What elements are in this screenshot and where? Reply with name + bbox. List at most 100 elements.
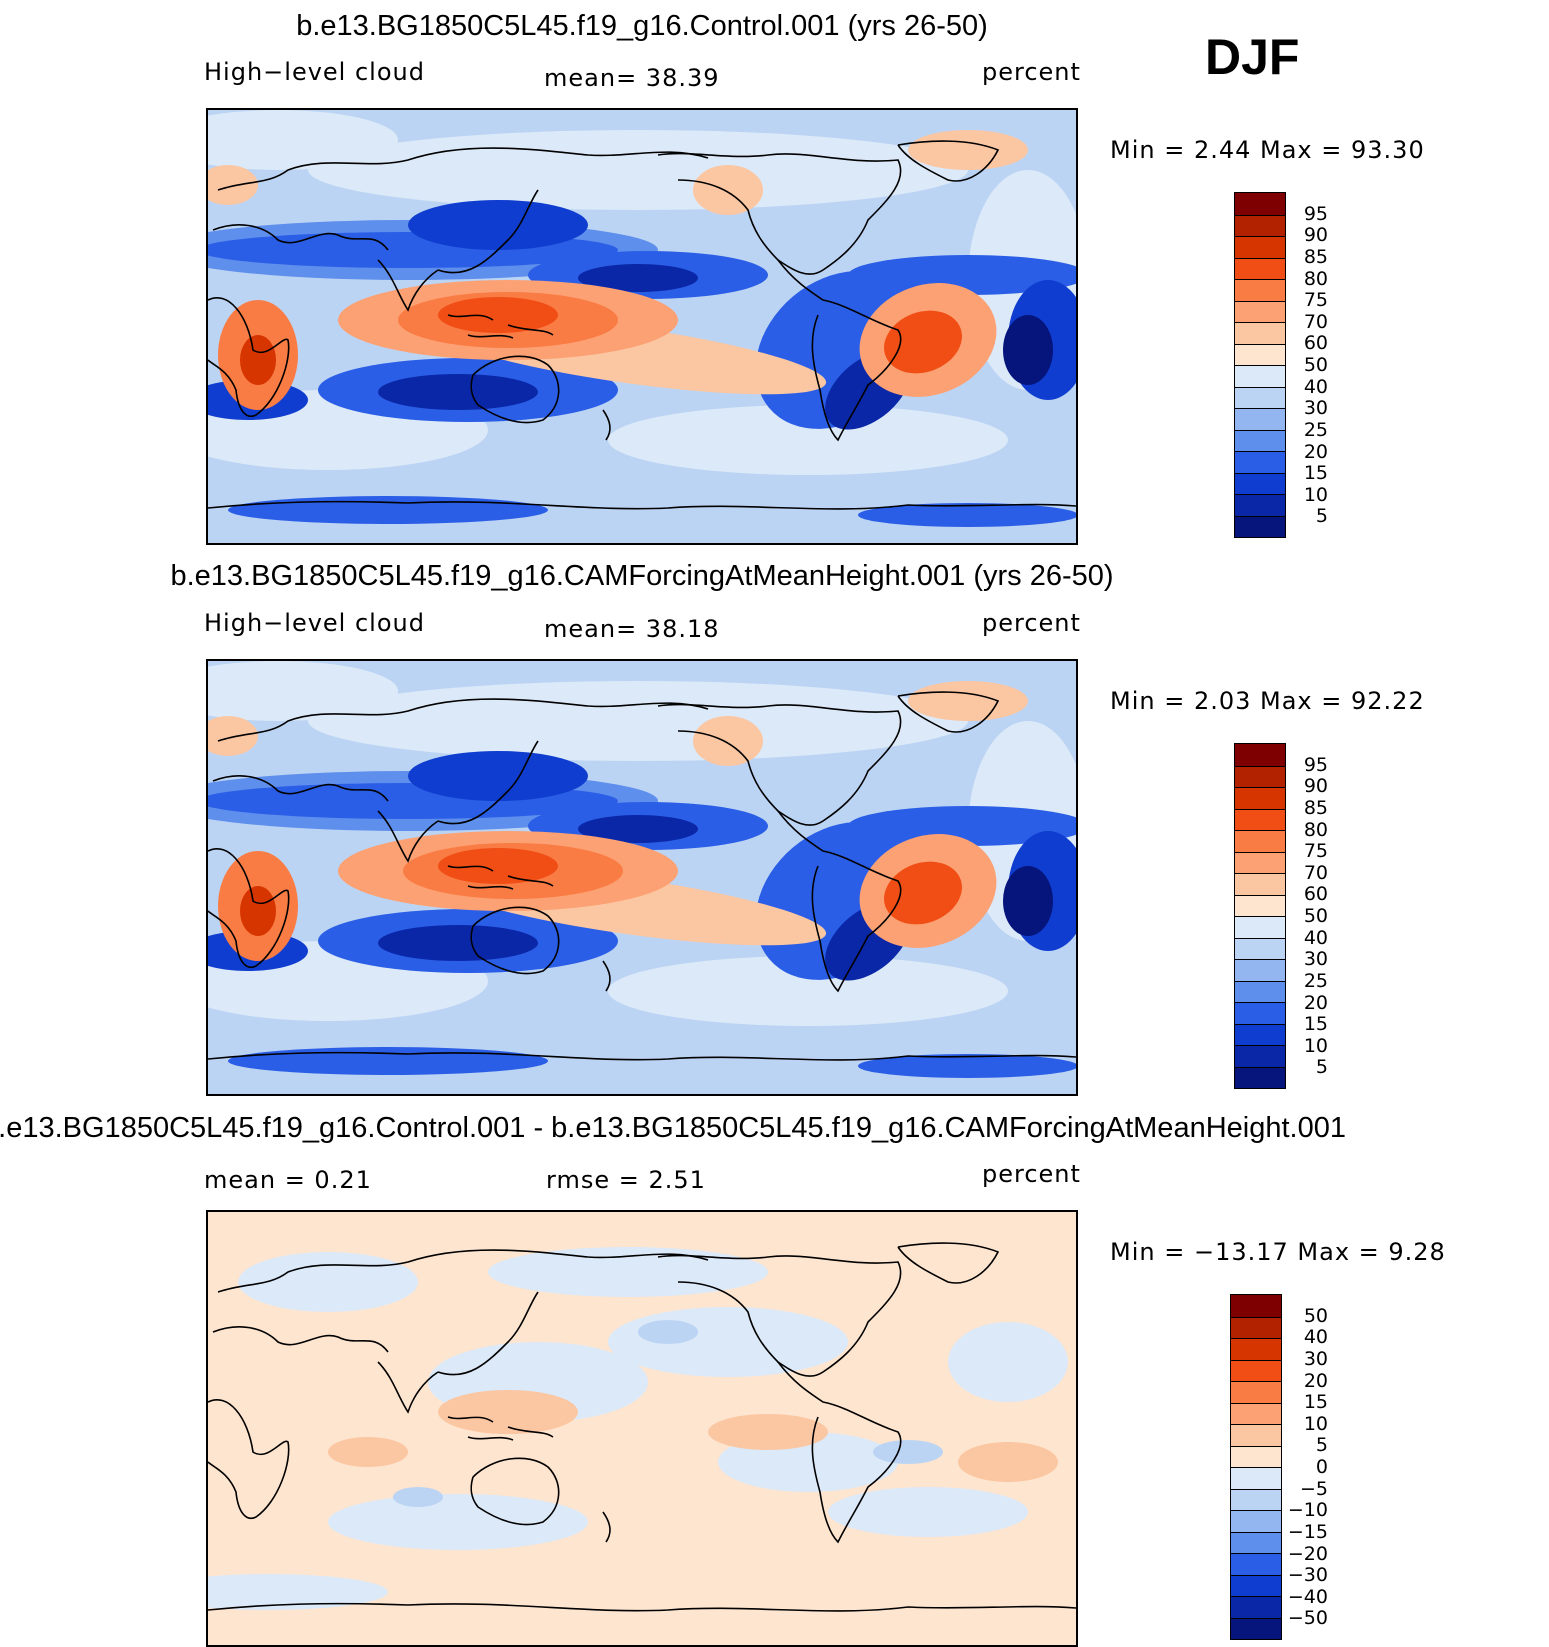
panel-2-mean-label: mean= 38.18 [544,615,720,643]
colorbar-tick-label: −40 [1287,1585,1328,1608]
colorbar-tick-label: 25 [1303,969,1328,992]
colorbar-box [1231,1574,1281,1596]
colorbar-box [1235,916,1285,938]
colorbar-tick-label: 20 [1303,440,1328,463]
colorbar-tick-label: 15 [1303,1013,1328,1036]
coastline [602,960,611,992]
colorbar-box [1235,472,1285,494]
coastline [602,409,611,441]
colorbar-box [1235,429,1285,451]
cloud-field-contour [873,1440,943,1464]
coastline [217,698,709,742]
colorbar-tick-label: 30 [1303,1347,1328,1370]
cloud-field-contour [958,1442,1058,1482]
coastline [212,775,389,802]
cloud-field-contour [608,1307,848,1377]
colorbar-tick-label: 85 [1303,245,1328,268]
coastline [447,314,554,339]
colorbar-tick-label: 50 [1303,905,1328,927]
colorbar-box [1235,765,1285,787]
cloud-field-contour [208,165,258,205]
coastline [208,297,290,417]
cloud-field-contour [884,310,962,374]
coastline [897,1242,1000,1284]
colorbar-tick-label: 5 [1315,1056,1328,1079]
colorbar-tick-label: 60 [1303,883,1328,906]
cloud-field-contour [693,165,763,215]
cloud-field-contour [378,374,538,410]
cloud-field-contour [578,815,698,843]
colorbar-tick-label: 90 [1303,775,1328,798]
colorbar-box [1235,193,1285,215]
colorbar-tick-label: 80 [1303,818,1328,841]
colorbar-box [1235,236,1285,258]
colorbar-tick-label: 15 [1303,1391,1328,1414]
panel-3-mean-label: mean = 0.21 [204,1166,372,1194]
colorbar-tick-label: 80 [1303,267,1328,290]
coastline [437,189,539,274]
colorbar-box [1235,894,1285,916]
colorbar-tick-label: −50 [1287,1607,1328,1630]
cloud-field-contour [608,956,1008,1026]
coastline [217,147,709,191]
panel-2-minmax: Min = 2.03 Max = 92.22 [1110,687,1425,715]
colorbar-box [1235,451,1285,473]
colorbar-tick-label: 90 [1303,224,1328,247]
colorbar-box [1235,279,1285,301]
panel-2-map [206,659,1078,1096]
cloud-field-contour [408,751,588,801]
colorbar-box [1235,980,1285,1002]
colorbar-box [1235,830,1285,852]
colorbar-tick-label: 10 [1303,1034,1328,1057]
cloud-field-contour [948,1322,1068,1402]
colorbar-box [1235,937,1285,959]
cloud-field-contour [208,110,398,170]
colorbar-tick-label: 70 [1303,310,1328,333]
coastline [208,1399,290,1519]
cloud-field-contour [208,661,398,721]
coastline [657,703,902,826]
cloud-field-contour [488,1247,768,1297]
coastline [777,259,902,442]
colorbar-tick-label: 20 [1303,991,1328,1014]
colorbar-box [1235,1045,1285,1067]
cloud-field-contour [884,861,962,925]
colorbar-box [1231,1359,1281,1381]
cloud-field-contour [240,335,276,385]
cloud-field-contour [228,496,548,524]
colorbar-tick-label: 0 [1315,1456,1328,1478]
panel-1-mean-label: mean= 38.39 [544,64,720,92]
cloud-field-contour [638,1320,698,1344]
coastline [470,1457,560,1526]
colorbar-tick-label: 70 [1303,861,1328,884]
colorbar-box [1235,365,1285,387]
coastline [447,865,554,890]
colorbar-box [1235,808,1285,830]
coastline [377,1361,439,1414]
colorbar-tick-label: 20 [1303,1369,1328,1392]
colorbar-tick-label: 75 [1303,840,1328,863]
colorbar-box [1231,1338,1281,1360]
colorbar-box [1235,1023,1285,1045]
colorbar-tick-label: 5 [1315,505,1328,528]
colorbar-box [1235,494,1285,516]
colorbar-tick-label: −5 [1299,1477,1328,1500]
colorbar-tick-label: −20 [1287,1542,1328,1565]
coastline [437,1291,539,1376]
panel-2-title: b.e13.BG1850C5L45.f19_g16.CAMForcingAtMe… [170,560,1114,592]
cloud-field-contour [438,297,558,333]
colorbar-box [1235,343,1285,365]
panel-3-title: b.e13.BG1850C5L45.f19_g16.Control.001 - … [0,1112,1346,1144]
cloud-field-contour [693,716,763,766]
panel-1-variable-label: High−level cloud [204,58,425,86]
colorbar-tick-label: 85 [1303,796,1328,819]
cloud-field-contour [328,1494,588,1550]
colorbar-box [1231,1467,1281,1489]
cloud-field-contour [1003,866,1053,936]
colorbar-box [1235,300,1285,322]
coastline [602,1511,611,1543]
colorbar-box [1235,851,1285,873]
coastline [377,259,439,312]
colorbar-tick-label: 75 [1303,289,1328,312]
colorbar-tick-label: 50 [1303,354,1328,376]
